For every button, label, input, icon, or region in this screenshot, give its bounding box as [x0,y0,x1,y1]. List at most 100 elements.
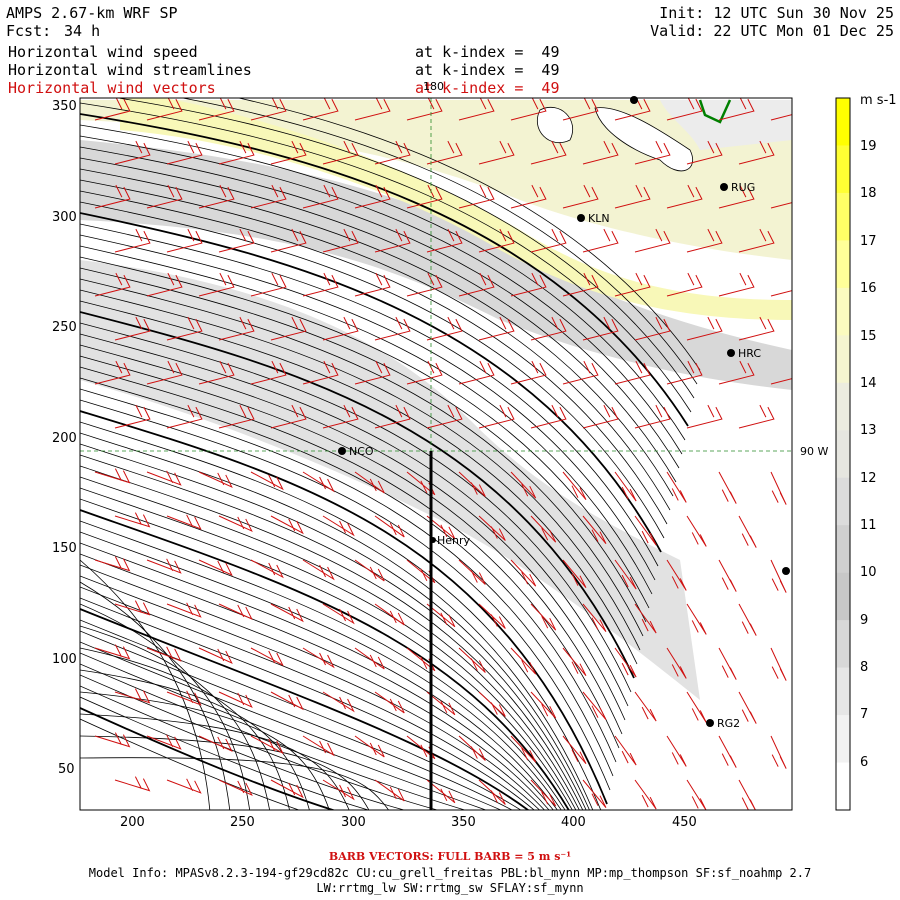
y-tick-350: 350 [52,99,77,114]
wind-barb [94,468,131,484]
y-tick-300: 300 [52,210,77,225]
wind-barb [614,471,637,502]
streamline [80,559,211,810]
forecast-label: Fcst: [6,22,52,40]
green-contour [698,99,732,124]
streamline [80,267,647,623]
wind-barb [218,515,253,533]
colorbar-unit: m s-1 [860,93,897,108]
map-content [80,98,792,810]
streamline [80,190,668,525]
wind-barb [510,471,537,499]
colorbar-label-9: 9 [860,613,869,628]
wind-barb [114,316,151,341]
wind-barb [322,515,355,537]
colorbar-label-15: 15 [860,329,877,344]
wind-barb [738,603,757,636]
y-tick-200: 200 [52,431,77,446]
streamline [80,713,350,810]
station-rug-label: RUG [731,181,755,194]
wind-barb [530,603,557,631]
streamline [80,124,686,441]
wind-barb [478,228,515,253]
wind-barb [198,184,235,209]
field-name-wind-speed: Horizontal wind speed [8,43,198,61]
wind-barb [666,98,703,121]
colorbar-block [836,667,850,716]
wind-barb [146,646,182,662]
wind-barb [250,647,284,667]
wind-barb [562,647,587,677]
wind-barb [478,140,515,165]
station-kln-label: KLN [588,212,610,225]
colorbar-block [836,192,850,241]
streamline [80,311,635,679]
wind-barb [166,690,202,706]
wind-barb [770,647,787,681]
wind-barb [270,316,307,341]
wind-barb [322,603,355,625]
wind-barb [250,559,284,579]
wind-barb [530,779,557,807]
wind-barb [302,559,335,581]
wind-barb [510,647,537,675]
streamline [80,333,629,707]
station-hrc-marker [727,349,735,357]
wind-barb [218,228,255,253]
x-tick-450: 450 [672,815,697,830]
wind-barb [718,272,755,297]
colorbar-label-17: 17 [860,234,877,249]
wind-barb [94,556,131,572]
streamline [80,652,487,810]
wind-barb [634,140,671,165]
field-level-wind-speed: at k-index = 49 [415,43,560,61]
streamline [80,410,608,805]
x-tick-200: 200 [120,815,145,830]
wind-barb [530,316,567,341]
wind-barb [218,404,255,429]
wind-barb [354,647,385,670]
plot-frame [79,97,793,811]
wind-barb [770,471,787,505]
streamline [80,625,271,810]
wind-barb [322,691,355,713]
wind-barb [374,228,411,253]
streamline [80,520,566,810]
colorbar-label-16: 16 [860,281,877,296]
wind-barb [114,512,151,528]
wind-barb [510,272,547,297]
wind-barb [374,603,405,626]
streamline [80,696,370,810]
wind-barb [582,603,607,633]
wind-barb [718,360,755,385]
colorbar-block [836,287,850,336]
colorbar-block [836,430,850,479]
wind-barb [166,778,202,794]
wind-barb [562,272,599,297]
wind-barb [354,735,385,758]
wind-barb [686,779,707,810]
colorbar-label-10: 10 [860,565,877,580]
colorbar-block [836,335,850,384]
wind-barb [634,404,671,429]
streamline [80,487,577,810]
streamline [80,575,545,810]
wind-barb [146,184,183,209]
station-hrc-label: HRC [738,347,761,360]
wind-barb [614,735,637,766]
wind-barb [718,559,737,592]
streamline [80,476,580,810]
wind-barb [458,272,495,297]
station-henry-marker [430,537,436,543]
colorbar-block [836,762,850,811]
station-rg2-marker [706,719,714,727]
wind-barb [218,603,253,621]
wind-barb [114,600,151,616]
streamline [80,223,659,567]
wind-barb [426,779,456,804]
wind-barb [250,184,287,209]
wind-barb [666,559,687,591]
streamline [80,757,390,810]
wind-barb [114,404,151,429]
wind-barb [374,404,411,429]
